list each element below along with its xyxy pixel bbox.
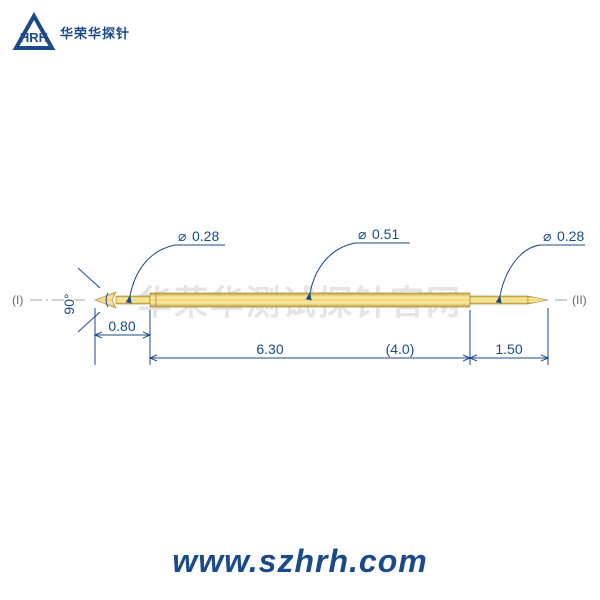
dia-right: 0.28	[557, 228, 584, 244]
len-left: 0.80	[108, 318, 135, 334]
extension-lines	[95, 308, 548, 365]
len-mid: 6.30	[256, 341, 283, 357]
probe-diagram: (I) (II) ⌀ 0.28 ⌀ 0.51 ⌀ 0.28	[0, 0, 600, 600]
len-paren: (4.0)	[386, 341, 415, 357]
diameter-callouts	[130, 243, 585, 296]
len-right: 1.50	[495, 341, 522, 357]
angle-value: 90°	[61, 293, 77, 314]
dia-left: 0.28	[192, 228, 219, 244]
probe-body	[95, 292, 548, 308]
phi-mid: ⌀	[358, 226, 366, 242]
footer-url: www.szhrh.com	[0, 543, 600, 580]
dia-mid: 0.51	[372, 226, 399, 242]
side-label-left: (I)	[12, 293, 23, 307]
side-label-right: (II)	[572, 293, 587, 307]
phi-right: ⌀	[543, 228, 551, 244]
phi-left: ⌀	[178, 228, 186, 244]
